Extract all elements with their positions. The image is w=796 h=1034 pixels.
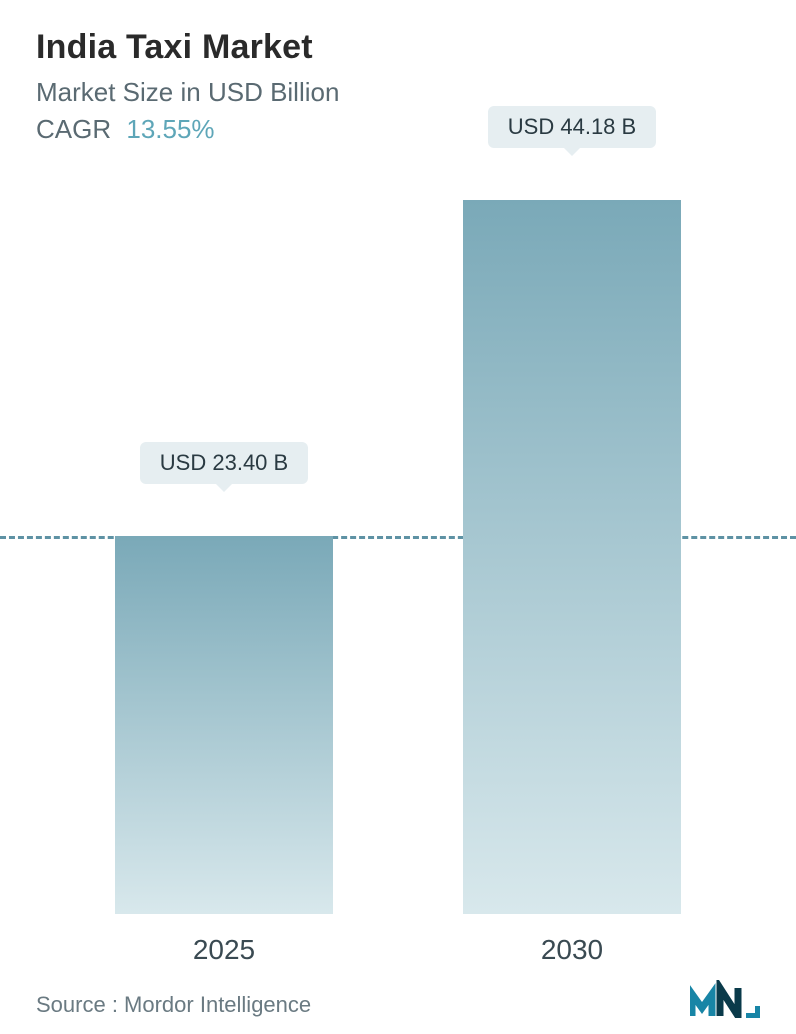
chart-title: India Taxi Market [36,28,760,67]
logo-icon [690,980,760,1018]
bar-0 [115,536,333,914]
bar-1 [463,200,681,914]
cagr-value: 13.55% [126,114,214,144]
value-label-1: USD 44.18 B [488,106,656,148]
source-text: Source : Mordor Intelligence [36,992,311,1018]
brand-logo [690,980,760,1018]
chart-subtitle: Market Size in USD Billion [36,77,760,108]
x-label-1: 2030 [442,934,702,966]
chart-header: India Taxi Market Market Size in USD Bil… [0,0,796,145]
cagr-label: CAGR [36,114,111,144]
bar-group-1: USD 44.18 B [442,200,702,914]
x-label-0: 2025 [94,934,354,966]
bars-container: USD 23.40 B USD 44.18 B [0,170,796,914]
chart-plot-area: USD 23.40 B USD 44.18 B [0,170,796,914]
chart-footer: Source : Mordor Intelligence [36,980,760,1018]
bar-group-0: USD 23.40 B [94,536,354,914]
x-axis-labels: 2025 2030 [0,934,796,966]
value-label-0: USD 23.40 B [140,442,308,484]
